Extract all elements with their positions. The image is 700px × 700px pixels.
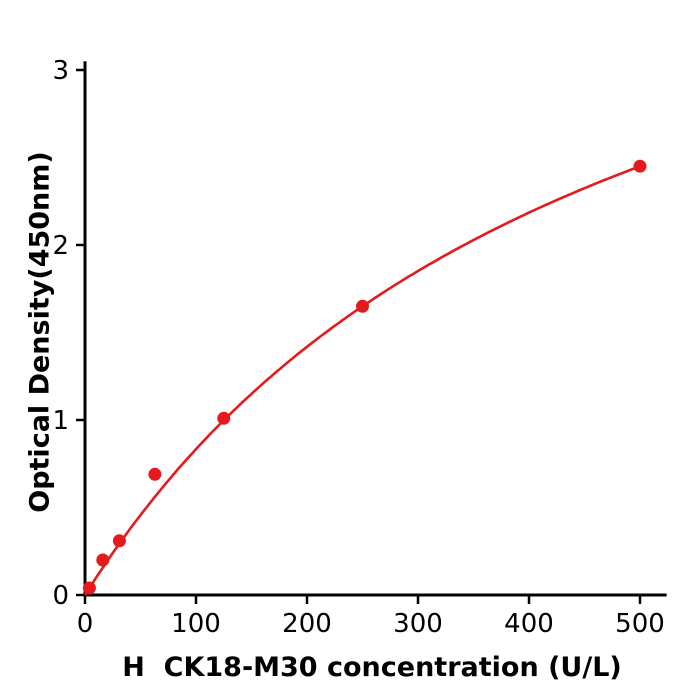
x-tick-label: 300 (393, 609, 443, 639)
x-tick-label: 400 (504, 609, 554, 639)
data-point (112, 534, 126, 548)
y-tick-label: 2 (52, 231, 69, 261)
x-tick-label: 500 (615, 609, 665, 639)
y-axis-label: Optical Density(450nm) (24, 151, 56, 513)
data-point (356, 299, 369, 313)
y-tick-label: 1 (52, 406, 69, 436)
x-axis-label: H CK18-M30 concentration (U/L) (122, 652, 622, 683)
data-point (96, 553, 110, 567)
x-tick-label: 100 (171, 609, 221, 639)
x-tick-label: 200 (282, 609, 332, 639)
y-tick-label: 0 (52, 581, 69, 611)
y-tick-label: 3 (52, 56, 69, 86)
data-point (633, 159, 647, 173)
data-point (148, 467, 162, 481)
data-point (217, 411, 231, 425)
data-point (82, 581, 96, 595)
fit-curve-path (83, 165, 641, 596)
x-tick-label: 0 (77, 609, 94, 639)
